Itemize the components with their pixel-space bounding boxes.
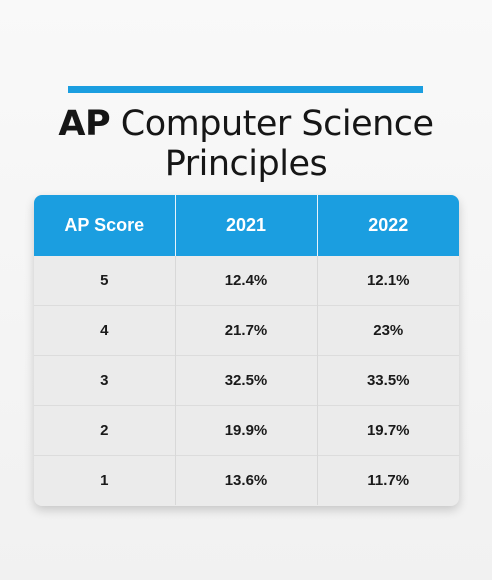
title-line-1: AP Computer Science — [20, 104, 472, 144]
score-table: AP Score 2021 2022 5 12.4% 12.1% 4 21.7%… — [34, 195, 459, 505]
cell-2022: 11.7% — [316, 455, 459, 505]
cell-score: 3 — [34, 355, 175, 406]
table-row: 5 12.4% 12.1% — [34, 256, 459, 306]
score-table-container: AP Score 2021 2022 5 12.4% 12.1% 4 21.7%… — [34, 195, 459, 506]
cell-2021: 21.7% — [174, 305, 317, 356]
table-header-row: AP Score 2021 2022 — [34, 195, 459, 256]
header-ap-score: AP Score — [34, 195, 175, 256]
header-2022: 2022 — [316, 195, 459, 256]
cell-score: 2 — [34, 405, 175, 456]
cell-score: 4 — [34, 305, 175, 356]
cell-2022: 33.5% — [316, 355, 459, 406]
cell-2021: 12.4% — [174, 256, 317, 306]
table-row: 2 19.9% 19.7% — [34, 405, 459, 456]
table-row: 3 32.5% 33.5% — [34, 355, 459, 406]
accent-bar — [68, 86, 423, 93]
page-title: AP Computer Science Principles — [20, 104, 472, 184]
cell-score: 5 — [100, 272, 109, 289]
header-2021: 2021 — [174, 195, 317, 256]
cell-2022: 19.7% — [316, 405, 459, 456]
title-line-2: Principles — [164, 144, 328, 184]
cell-2022: 23% — [316, 305, 459, 356]
cell-2021: 13.6% — [174, 455, 317, 505]
cell-score: 1 — [34, 455, 175, 505]
title-strong: AP — [58, 104, 111, 144]
cell-2021: 32.5% — [174, 355, 317, 406]
title-rest: Computer Science — [110, 104, 434, 144]
table-row: 1 13.6% 11.7% — [34, 455, 459, 505]
table-row: 4 21.7% 23% — [34, 305, 459, 356]
cell-2022: 12.1% — [316, 256, 459, 306]
cell-2021: 19.9% — [174, 405, 317, 456]
